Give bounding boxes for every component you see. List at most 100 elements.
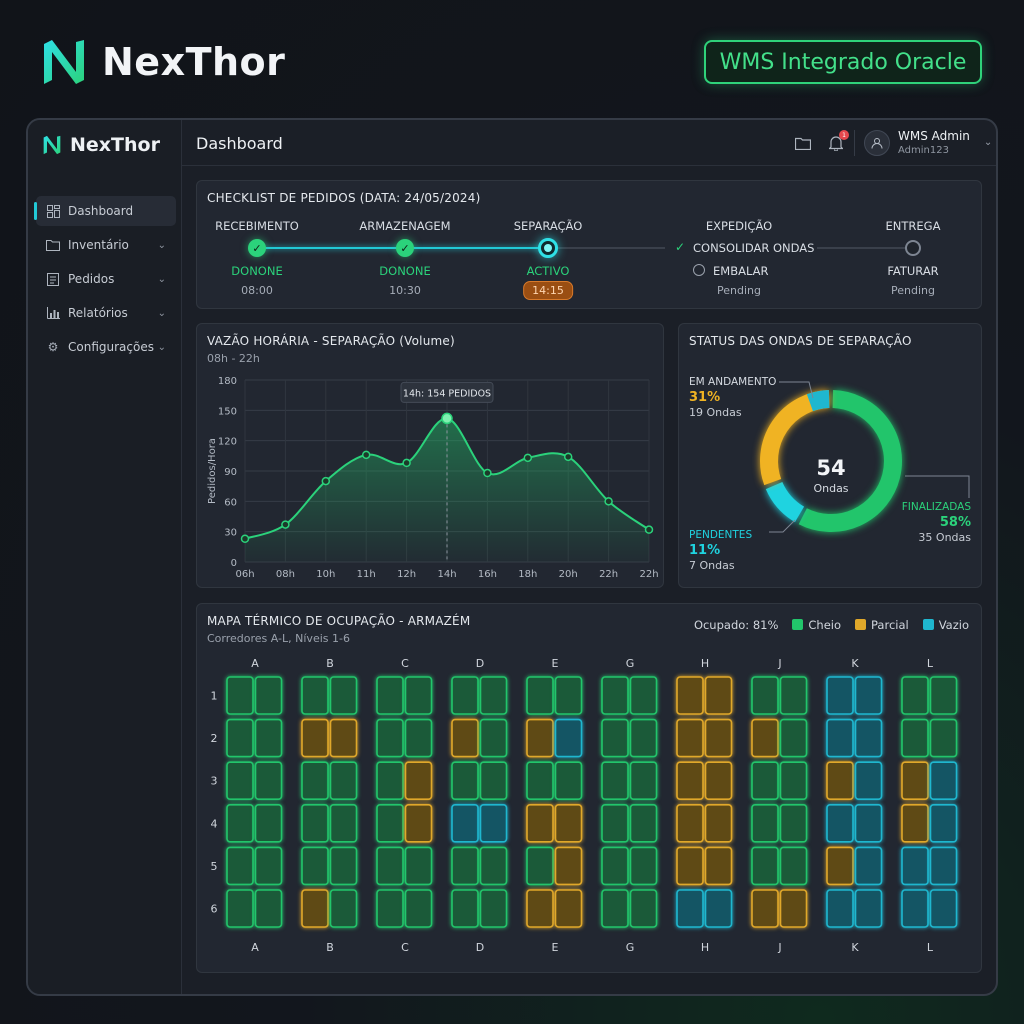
heatmap-cell — [376, 846, 404, 886]
heatmap-cell — [901, 846, 929, 886]
heatmap-cell — [554, 804, 583, 843]
heatmap-cell — [901, 804, 929, 843]
data-point — [240, 534, 250, 543]
wave-em-andamento-count: 19 Ondas — [689, 406, 742, 419]
heatmap-cell — [854, 846, 883, 886]
app-window: NexThor Dashboard Inventário ⌄ Pedid — [26, 118, 998, 996]
step-expedicao-label: EXPEDIÇÃO — [705, 219, 773, 233]
heatmap-cell — [226, 889, 254, 928]
check-icon: ✓ — [248, 239, 266, 257]
column-label: D — [476, 941, 484, 954]
sidebar: NexThor Dashboard Inventário ⌄ Pedid — [28, 120, 182, 994]
heatmap-cell — [376, 804, 404, 843]
data-point — [604, 497, 613, 506]
folder-icon — [46, 238, 60, 252]
step-armazenagem-status: DONONE — [379, 264, 431, 278]
heatmap-cell — [826, 761, 854, 800]
heatmap-cell — [751, 889, 779, 928]
sidebar-item-configuracoes[interactable]: ⚙ Configurações ⌄ — [36, 332, 176, 362]
wave-pendentes-count: 7 Ondas — [689, 559, 735, 572]
callout-line — [779, 381, 814, 399]
tooltip-box — [400, 381, 494, 403]
chevron-down-icon: ⌄ — [157, 273, 166, 285]
chevron-down-icon: ⌄ — [157, 239, 166, 251]
data-point — [281, 520, 290, 529]
heatmap-cell — [254, 889, 283, 928]
gear-icon: ⚙ — [47, 340, 59, 354]
step-recebimento-label: RECEBIMENTO — [215, 219, 299, 233]
x-tick-label: 10h — [316, 569, 335, 580]
column-label: E — [552, 941, 559, 954]
bell-icon[interactable]: 1 — [827, 130, 849, 152]
sidebar-brand-name: NexThor — [70, 134, 160, 156]
notification-badge: 1 — [839, 130, 849, 140]
wave-finalizadas-pct: 58% — [939, 515, 971, 530]
heatmap-cell — [676, 804, 704, 843]
heatmap-cell — [526, 718, 554, 758]
flow-chart-title: VAZÃO HORÁRIA - SEPARAÇÃO (Volume) — [207, 334, 455, 348]
sidebar-item-label: Inventário — [68, 238, 129, 252]
divider — [854, 130, 855, 156]
progress-line-pending — [817, 247, 913, 249]
heatmap-cell — [704, 761, 733, 800]
wave-finalizadas-count: 35 Ondas — [918, 531, 971, 544]
y-tick-label: 150 — [218, 406, 237, 417]
top-bar: Dashboard 1 WMS Admin Admin123 ⌄ — [182, 120, 996, 166]
sidebar-item-dashboard[interactable]: Dashboard — [34, 196, 176, 226]
heatmap-cell — [629, 761, 658, 800]
chevron-down-icon: ⌄ — [157, 341, 166, 353]
heatmap-cell — [601, 676, 629, 715]
heatmap-cell — [826, 889, 854, 928]
data-point — [361, 450, 371, 460]
sidebar-item-inventario[interactable]: Inventário ⌄ — [36, 230, 176, 260]
heatmap-subtitle: Corredores A-L, Níveis 1-6 — [207, 632, 350, 645]
heatmap-cell — [676, 889, 704, 928]
row-label: 3 — [211, 775, 218, 788]
chart-tooltip: 14h: 154 PEDIDOS — [400, 381, 494, 403]
user-role: Admin123 — [898, 145, 949, 156]
brand-header: NexThor — [40, 36, 285, 88]
donut-slice — [765, 481, 805, 523]
heatmap-cell — [479, 718, 508, 758]
heatmap-cell — [854, 676, 883, 715]
sidebar-item-relatorios[interactable]: Relatórios ⌄ — [36, 298, 176, 328]
waves-status-card: STATUS DAS ONDAS DE SEPARAÇÃO 54 Ondas E… — [678, 323, 982, 588]
wave-em-andamento-name: EM ANDAMENTO — [689, 376, 777, 388]
heatmap-cell — [554, 718, 583, 758]
step-entrega-time: Pending — [891, 284, 935, 297]
heatmap-cell — [301, 804, 329, 843]
y-tick-label: 0 — [231, 558, 237, 569]
donut-total-label: Ondas — [813, 482, 849, 495]
column-label: C — [401, 941, 409, 954]
folder-icon[interactable] — [794, 134, 812, 152]
sidebar-item-pedidos[interactable]: Pedidos ⌄ — [36, 264, 176, 294]
heatmap-cell — [929, 676, 958, 715]
heatmap-cell — [554, 846, 583, 886]
brand-name: NexThor — [102, 40, 286, 84]
heatmap-cell — [929, 761, 958, 800]
heatmap-cell — [526, 889, 554, 928]
heatmap-cell — [676, 846, 704, 886]
nexthor-logo-icon — [43, 135, 61, 155]
heatmap-cell — [301, 761, 329, 800]
step-entrega-label: ENTREGA — [885, 219, 941, 233]
heatmap-cell — [376, 761, 404, 800]
column-label: G — [626, 657, 635, 670]
heatmap-cell — [376, 718, 404, 758]
column-label: B — [326, 941, 334, 954]
row-label: 2 — [211, 732, 218, 745]
chevron-down-icon: ⌄ — [157, 307, 166, 319]
heatmap-cell — [226, 804, 254, 843]
user-menu[interactable]: WMS Admin Admin123 ⌄ — [864, 129, 992, 156]
heatmap-cell — [301, 676, 329, 715]
step-separacao-label: SEPARAÇÃO — [513, 219, 583, 233]
column-label: L — [927, 941, 934, 954]
check-icon: ✓ — [396, 239, 414, 257]
heatmap-cell — [601, 718, 629, 758]
heatmap-cell — [826, 718, 854, 758]
heatmap-cell — [554, 676, 583, 715]
heatmap-cell — [629, 889, 658, 928]
heatmap-cell — [301, 889, 329, 928]
heatmap-cell — [929, 804, 958, 843]
column-label: H — [701, 657, 709, 670]
